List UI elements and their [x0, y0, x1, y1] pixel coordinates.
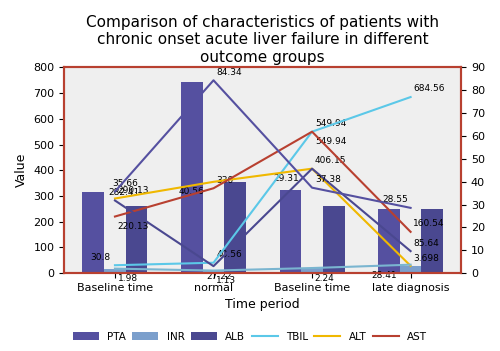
Bar: [323, 206, 344, 273]
Bar: [104, 269, 126, 273]
Text: 40.56: 40.56: [179, 187, 204, 196]
Bar: [280, 190, 301, 273]
Bar: [202, 271, 224, 273]
Text: 28.55: 28.55: [383, 195, 408, 204]
X-axis label: Time period: Time period: [226, 298, 300, 311]
Text: 549.94: 549.94: [315, 137, 346, 146]
Text: 1.13: 1.13: [216, 276, 236, 285]
Bar: [422, 209, 443, 273]
Text: 406.15: 406.15: [315, 156, 346, 165]
Text: 684.56: 684.56: [414, 85, 445, 93]
Text: 85.64: 85.64: [414, 239, 439, 247]
Text: 160.54: 160.54: [414, 219, 445, 228]
Text: 29.31: 29.31: [273, 174, 299, 183]
Text: 40.56: 40.56: [216, 250, 242, 259]
Text: 3.698: 3.698: [414, 253, 440, 263]
Text: 282.41: 282.41: [108, 188, 140, 197]
Legend: PTA, INR, ALB, TBIL, ALT, AST: PTA, INR, ALB, TBIL, ALT, AST: [69, 327, 431, 346]
Bar: [181, 81, 203, 273]
Text: 30.8: 30.8: [90, 253, 110, 262]
Text: 290.13: 290.13: [118, 186, 149, 195]
Text: 84.34: 84.34: [216, 68, 242, 77]
Bar: [82, 192, 104, 273]
Bar: [378, 209, 400, 273]
Text: 28.41: 28.41: [372, 271, 398, 280]
Text: 2.24: 2.24: [315, 273, 334, 283]
Bar: [126, 206, 148, 273]
Text: 1.98: 1.98: [118, 274, 138, 283]
Bar: [224, 182, 246, 273]
Text: 27.22: 27.22: [206, 272, 232, 281]
Text: 549.94: 549.94: [315, 119, 346, 128]
Title: Comparison of characteristics of patients with
chronic onset acute liver failure: Comparison of characteristics of patient…: [86, 15, 440, 65]
Text: 330: 330: [216, 176, 234, 185]
Y-axis label: Value: Value: [15, 153, 28, 187]
Bar: [400, 266, 421, 273]
Bar: [301, 268, 323, 273]
Text: 35.66: 35.66: [112, 179, 138, 188]
Text: 220.13: 220.13: [118, 222, 149, 231]
Text: 37.38: 37.38: [315, 175, 340, 184]
